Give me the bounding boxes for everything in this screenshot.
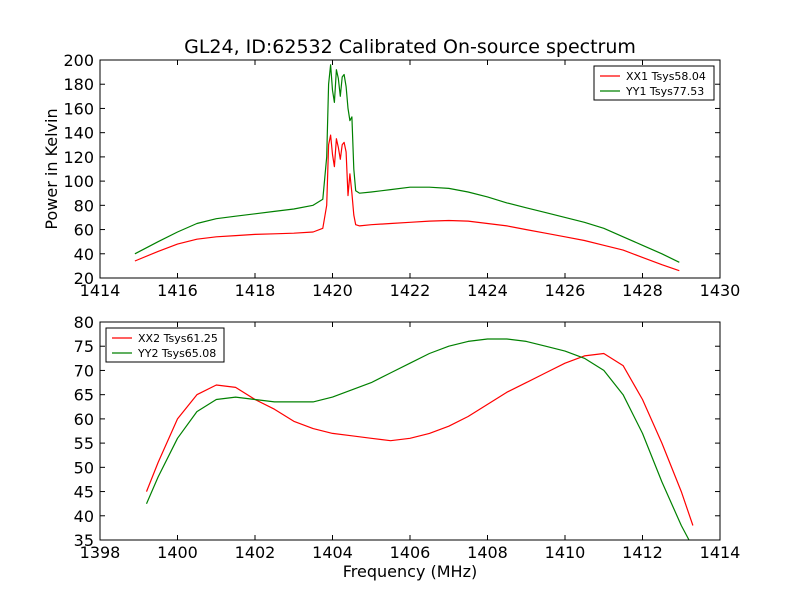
x-tick-label: 1416 [157,281,198,300]
y-axis-label: Power in Kelvin [42,108,61,229]
y-tick-label: 200 [63,51,94,70]
y-tick-label: 140 [63,124,94,143]
y-tick-label: 50 [74,458,94,477]
x-tick-label: 1410 [545,543,586,562]
x-tick-label: 1406 [390,543,431,562]
y-tick-label: 120 [63,148,94,167]
y-tick-label: 60 [74,410,94,429]
x-tick-label: 1414 [700,543,741,562]
legend-box [105,327,225,363]
y-tick-label: 100 [63,172,94,191]
legend-box [593,65,715,101]
y-tick-label: 180 [63,75,94,94]
x-tick-label: 1420 [312,281,353,300]
x-tick-label: 1412 [622,543,663,562]
legend: XX1 Tsys58.04 YY1 Tsys77.53 [593,65,715,101]
y-tick-label: 45 [74,483,94,502]
x-tick-label: 1400 [157,543,198,562]
series-line-2 [134,64,680,263]
x-tick-label: 1402 [235,543,276,562]
legend-label: YY2 Tsys65.08 [137,347,216,360]
series-line-2 [145,338,690,541]
x-axis-label: Frequency (MHz) [343,562,477,581]
y-tick-label: 55 [74,434,94,453]
y-tick-label: 160 [63,99,94,118]
series-line-1 [145,352,694,526]
x-tick-label: 1430 [700,281,741,300]
bottom-spectrum-plot: 1398 1400 1402 1404 1406 1408 1410 1412 1414 35 40… [74,313,741,581]
y-tick-label: 35 [74,531,94,550]
y-tick-label: 20 [74,269,94,288]
x-tick-label: 1414 [80,281,121,300]
chart-title: GL24, ID:62532 Calibrated On-source spec… [184,36,636,58]
legend-label: XX2 Tsys61.25 [138,332,218,345]
x-tick-label: 1404 [312,543,353,562]
x-tick-label: 1418 [235,281,276,300]
x-tick-label: 1428 [622,281,663,300]
x-tick-label: 1422 [390,281,431,300]
y-tick-label: 75 [74,337,94,356]
legend: XX2 Tsys61.25 YY2 Tsys65.08 [105,327,225,363]
y-tick-label: 80 [74,313,94,332]
x-tick-label: 1398 [80,543,121,562]
y-tick-label: 70 [74,361,94,380]
y-tick-label: 80 [74,196,94,215]
y-tick-label: 60 [74,221,94,240]
top-spectrum-plot: 1414 1416 1418 1420 1422 1424 1426 1428 1430 20 40… [42,36,740,300]
legend-label: YY1 Tsys77.53 [625,85,704,98]
x-tick-label: 1424 [467,281,508,300]
y-tick-label: 40 [74,507,94,526]
y-tick-label: 65 [74,386,94,405]
series-line-1 [134,134,680,272]
x-tick-label: 1408 [467,543,508,562]
legend-label: XX1 Tsys58.04 [626,70,706,83]
y-tick-label: 40 [74,245,94,264]
x-tick-label: 1426 [545,281,586,300]
